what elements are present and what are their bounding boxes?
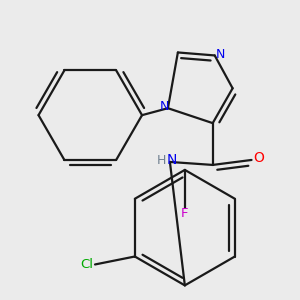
Text: N: N	[167, 154, 178, 167]
Text: N: N	[160, 100, 169, 113]
Text: H: H	[157, 154, 167, 167]
Text: O: O	[254, 152, 264, 166]
Text: N: N	[215, 48, 225, 61]
Text: F: F	[181, 207, 189, 220]
Text: Cl: Cl	[80, 258, 93, 271]
